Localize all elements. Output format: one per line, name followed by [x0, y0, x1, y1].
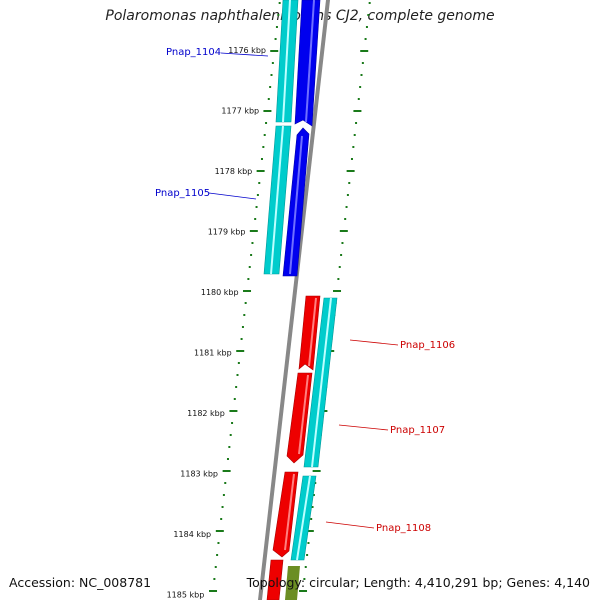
leader-pnap-1107	[338, 424, 389, 431]
gene-label-pnap-1105[interactable]: Pnap_1105	[155, 188, 210, 199]
position-label: 1179 kbp	[208, 228, 246, 237]
accession-info: Accession: NC_008781	[9, 575, 152, 590]
cds-highlight	[270, 125, 284, 275]
position-label: 1176 kbp	[228, 46, 266, 55]
genome-title: Polaromonas naphthalenivorans CJ2, compl…	[105, 8, 495, 24]
gene-label-pnap-1108[interactable]: Pnap_1108	[376, 523, 431, 534]
tick-marks-left	[209, 2, 281, 592]
leader-pnap-1104	[220, 52, 269, 57]
gene-label-pnap-1107[interactable]: Pnap_1107	[390, 425, 445, 436]
gene-highlight	[308, 297, 317, 367]
leader-pnap-1108	[325, 521, 375, 529]
position-label: 1182 kbp	[187, 409, 225, 418]
cds-highlight	[282, 0, 291, 123]
cds-highlight	[311, 297, 332, 468]
gene-highlight	[305, 0, 315, 123]
position-label: 1184 kbp	[173, 530, 211, 539]
position-label: 1178 kbp	[215, 167, 253, 176]
gene-label-pnap-1104[interactable]: Pnap_1104	[166, 47, 221, 58]
gene-label-pnap-1106[interactable]: Pnap_1106	[400, 340, 455, 351]
feature-olive[interactable]	[285, 566, 300, 600]
position-label: 1180 kbp	[201, 288, 239, 297]
gene-pnap-1104[interactable]	[294, 0, 321, 127]
position-label: 1183 kbp	[180, 470, 218, 479]
gene-highlight	[289, 135, 303, 275]
topology-info: Topology: circular; Length: 4,410,291 bp…	[246, 575, 590, 590]
leader-pnap-1105	[208, 192, 257, 200]
cds-highlight	[296, 475, 311, 561]
position-label: 1181 kbp	[194, 349, 232, 358]
genome-backbone	[258, 0, 330, 600]
position-labels: 1176 kbp 1177 kbp 1178 kbp 1179 kbp 1180 kbp…	[167, 46, 266, 600]
position-label: 1177 kbp	[221, 107, 259, 116]
gene-next-partial[interactable]	[266, 559, 284, 600]
position-label: 1185 kbp	[167, 591, 205, 600]
leader-pnap-1106	[349, 339, 399, 346]
gene-highlight	[284, 473, 295, 551]
gene-highlight	[298, 374, 309, 455]
